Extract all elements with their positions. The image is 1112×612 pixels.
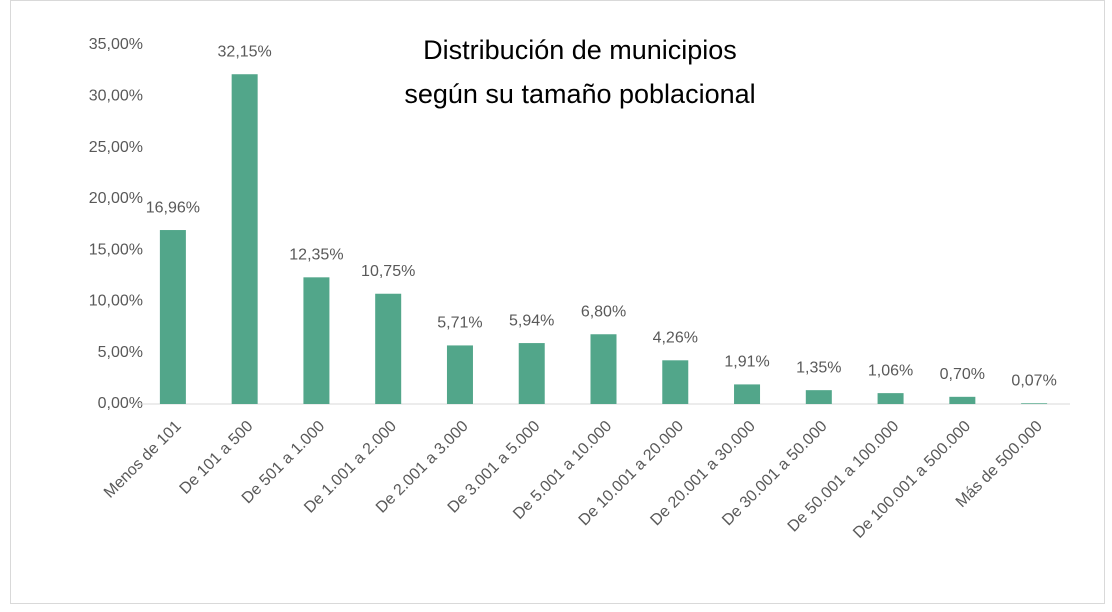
data-label: 6,80% <box>581 303 626 320</box>
y-tick-label: 0,00% <box>98 395 143 412</box>
data-label: 12,35% <box>289 247 343 264</box>
y-tick-label: 15,00% <box>89 241 143 258</box>
y-tick-label: 5,00% <box>98 344 143 361</box>
bar <box>303 277 330 404</box>
bar <box>949 396 976 404</box>
data-label: 1,06% <box>868 362 913 379</box>
data-label: 0,70% <box>940 366 985 383</box>
bar <box>662 360 689 404</box>
data-label: 10,75% <box>361 263 415 280</box>
y-tick-label: 35,00% <box>89 36 143 53</box>
y-tick-label: 25,00% <box>89 139 143 156</box>
chart-frame <box>10 0 1105 604</box>
y-tick-label: 10,00% <box>89 293 143 310</box>
bar <box>518 343 545 404</box>
bar <box>375 293 402 404</box>
data-label: 5,94% <box>509 312 554 329</box>
data-label: 32,15% <box>218 43 272 60</box>
data-label: 5,71% <box>437 315 482 332</box>
data-label: 0,07% <box>1011 373 1056 390</box>
data-label: 4,26% <box>653 330 698 347</box>
bar <box>231 74 258 405</box>
bar <box>159 230 186 404</box>
chart-title: Distribución de municipios <box>423 35 737 65</box>
chart-title: según su tamaño poblacional <box>404 79 755 109</box>
bar <box>877 393 904 404</box>
data-label: 1,35% <box>796 359 841 376</box>
bar <box>590 334 617 404</box>
data-label: 16,96% <box>146 199 200 216</box>
y-tick-label: 20,00% <box>89 190 143 207</box>
data-label: 1,91% <box>724 354 769 371</box>
y-tick-label: 30,00% <box>89 88 143 105</box>
bar <box>734 384 761 404</box>
bar <box>1021 403 1048 404</box>
bar <box>446 345 473 404</box>
bar <box>805 390 832 404</box>
